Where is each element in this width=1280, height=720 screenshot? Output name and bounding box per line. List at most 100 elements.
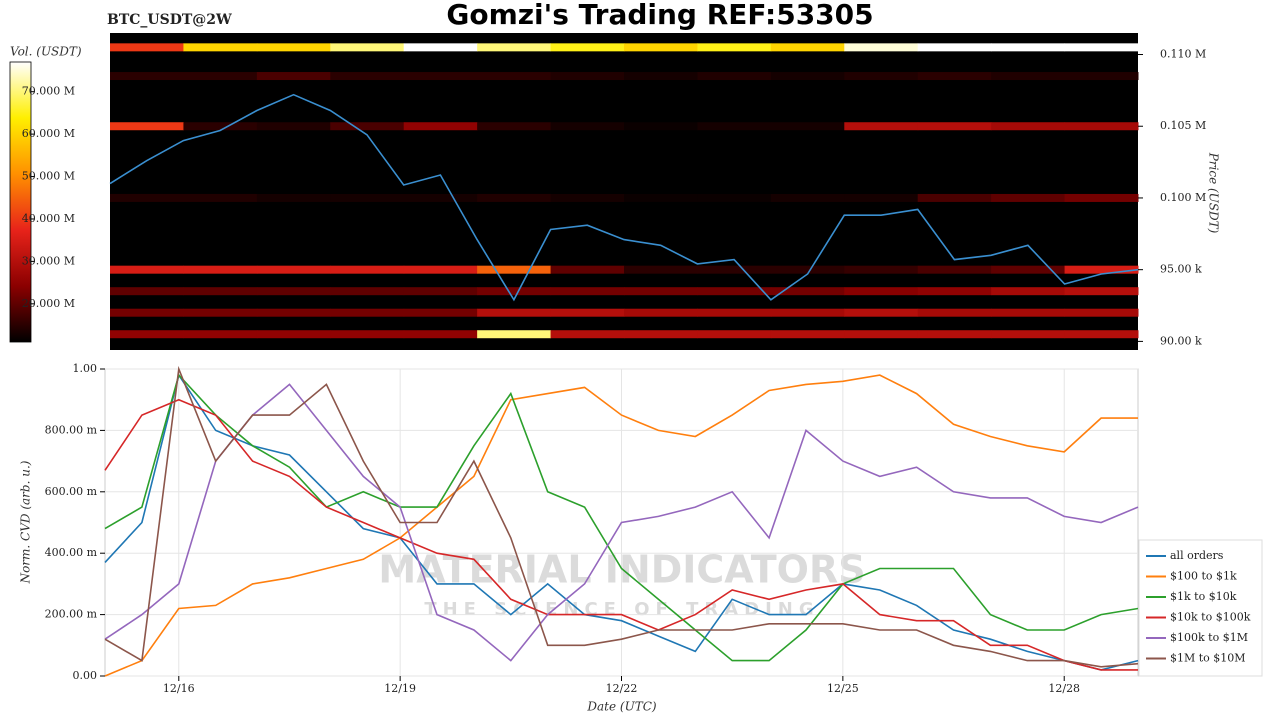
heat-cell xyxy=(1064,308,1139,317)
heat-cell xyxy=(256,308,331,317)
heat-cell xyxy=(330,308,405,317)
heat-cell xyxy=(550,193,625,202)
heat-cell xyxy=(770,43,845,52)
heat-cell xyxy=(844,265,919,274)
y-axis-label: Norm. CVD (arb. u.) xyxy=(19,460,33,584)
heat-cell xyxy=(697,72,772,81)
heat-cell xyxy=(624,193,698,202)
heat-cell xyxy=(403,43,478,52)
series-line xyxy=(104,373,1139,671)
heat-cell xyxy=(991,308,1066,317)
heat-cell xyxy=(550,72,625,81)
y2-tick-label: 0.110 M xyxy=(1160,48,1206,61)
heat-cell xyxy=(624,265,698,274)
legend-label: $100 to $1k xyxy=(1170,570,1237,583)
chart-subtitle: BTC_USDT@2W xyxy=(107,12,232,28)
heat-cell xyxy=(624,287,698,296)
heat-cell xyxy=(697,265,772,274)
heat-cell xyxy=(844,72,919,81)
series-line xyxy=(104,383,1139,662)
heat-cell xyxy=(844,122,919,131)
heat-cell xyxy=(624,72,698,81)
heat-cell xyxy=(477,72,552,81)
heat-cell xyxy=(330,330,405,339)
heat-cell xyxy=(403,330,478,339)
legend-label: all orders xyxy=(1170,549,1224,562)
heat-cell xyxy=(550,308,625,317)
y2-tick-label: 95.00 k xyxy=(1160,263,1202,276)
heat-cell xyxy=(991,287,1066,296)
x-tick-label: 12/19 xyxy=(384,682,416,695)
heat-cell xyxy=(991,122,1066,131)
heat-cell xyxy=(183,193,258,202)
heat-cell xyxy=(477,193,552,202)
y2-tick-label: 90.00 k xyxy=(1160,334,1202,347)
x-tick-label: 12/28 xyxy=(1048,682,1080,695)
heat-cell xyxy=(1064,287,1139,296)
heat-cell xyxy=(917,287,992,296)
colorbar-tick-label: 40.000 M xyxy=(22,212,75,225)
heat-cell xyxy=(770,193,845,202)
colorbar-label: Vol. (USDT) xyxy=(10,45,82,59)
y-tick-label: 400.00 m xyxy=(45,546,98,559)
heat-cell xyxy=(697,308,772,317)
heat-cell xyxy=(917,193,992,202)
heat-cell xyxy=(403,122,478,131)
heat-cell xyxy=(917,265,992,274)
heat-cell xyxy=(183,72,258,81)
series-line xyxy=(104,374,1138,677)
heat-cell xyxy=(697,287,772,296)
heat-cell xyxy=(844,193,919,202)
y2-axis-label: Price (USDT) xyxy=(1207,152,1221,234)
heat-cell xyxy=(917,72,992,81)
heat-cell xyxy=(624,330,698,339)
series-line xyxy=(104,398,1138,671)
heat-cell xyxy=(477,308,552,317)
heat-cell xyxy=(403,72,478,81)
heat-cell xyxy=(256,122,331,131)
colorbar-tick-label: 20.000 M xyxy=(22,297,75,310)
heat-cell xyxy=(330,43,405,52)
y-tick-label: 0.00 xyxy=(73,669,98,682)
heat-cell xyxy=(991,330,1066,339)
heat-cell xyxy=(770,265,845,274)
heat-cell xyxy=(991,265,1066,274)
heat-cell xyxy=(110,43,184,52)
heat-cell xyxy=(624,122,698,131)
heat-cell xyxy=(256,43,331,52)
y2-tick-label: 0.105 M xyxy=(1160,119,1206,132)
heat-cell xyxy=(183,43,258,52)
heat-cell xyxy=(550,122,625,131)
heat-cell xyxy=(991,193,1066,202)
heat-cell xyxy=(256,287,331,296)
heat-cell xyxy=(844,308,919,317)
heat-cell xyxy=(991,72,1066,81)
colorbar-tick-label: 70.000 M xyxy=(22,85,75,98)
colorbar-tick-label: 50.000 M xyxy=(22,170,75,183)
heat-cell xyxy=(110,330,184,339)
heat-cell xyxy=(477,265,552,274)
heat-cell xyxy=(110,287,184,296)
heat-cell xyxy=(1064,72,1139,81)
heat-cell xyxy=(1064,43,1139,52)
heat-cell xyxy=(110,72,184,81)
legend-label: $10k to $100k xyxy=(1170,611,1251,624)
heat-cell xyxy=(330,193,405,202)
heat-cell xyxy=(697,193,772,202)
heat-cell xyxy=(550,330,625,339)
colorbar xyxy=(9,61,32,343)
heat-cell xyxy=(183,287,258,296)
heat-cell xyxy=(477,287,552,296)
heat-cell xyxy=(550,43,625,52)
heat-cell xyxy=(403,193,478,202)
heat-cell xyxy=(330,287,405,296)
heat-cell xyxy=(991,43,1066,52)
heat-cell xyxy=(770,308,845,317)
x-tick-label: 12/22 xyxy=(606,682,638,695)
legend-label: $100k to $1M xyxy=(1170,631,1248,644)
heat-cell xyxy=(1064,193,1139,202)
heat-cell xyxy=(917,43,992,52)
heat-cell xyxy=(844,287,919,296)
y-tick-label: 1.00 xyxy=(73,362,98,375)
